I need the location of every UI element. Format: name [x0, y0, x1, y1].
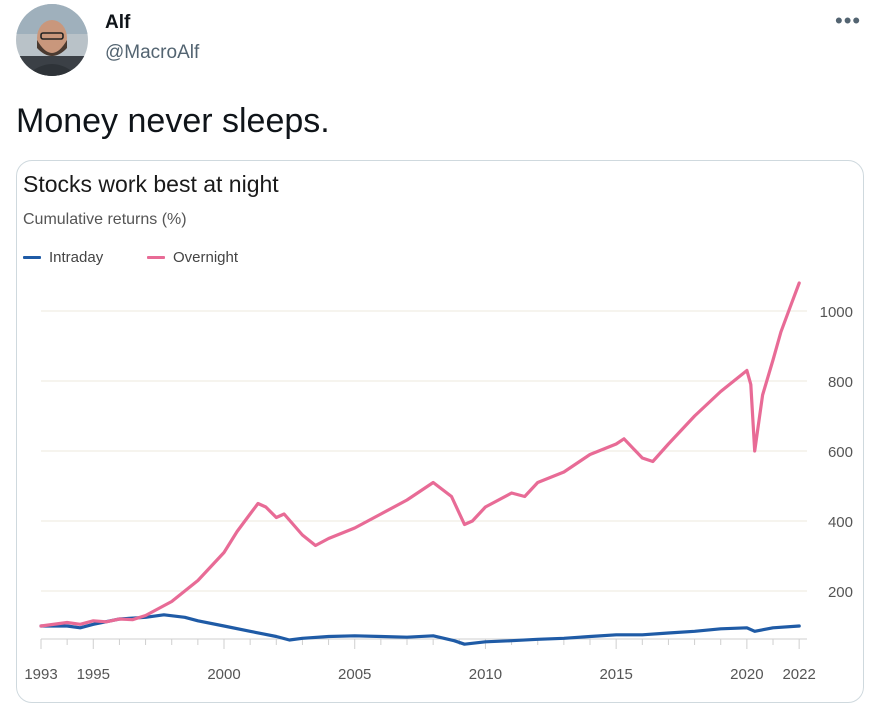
tweet-text: Money never sleeps.: [16, 102, 330, 140]
legend-item-intraday: Intraday: [23, 249, 103, 266]
chart-image-card[interactable]: Stocks work best at night Cumulative ret…: [16, 160, 864, 703]
series-line-overnight: [39, 281, 801, 628]
avatar[interactable]: [16, 4, 88, 76]
chart-subtitle: Cumulative returns (%): [23, 211, 187, 228]
chart-plot: 200 400 600 800 1000 1993 1995 2000 2005 2010 2015…: [24, 281, 853, 683]
chart-title: Stocks work best at night: [23, 171, 279, 197]
x-tick-label-2022: 2022: [782, 666, 815, 683]
y-tick-label-600: 600: [828, 444, 853, 461]
legend-label-overnight: Overnight: [173, 249, 239, 266]
x-tick-label-2020: 2020: [730, 666, 763, 683]
x-tick-label-1995: 1995: [77, 666, 110, 683]
x-tick-label-1993: 1993: [24, 666, 57, 683]
legend-swatch-intraday: [23, 256, 41, 259]
x-tick-label-2015: 2015: [599, 666, 632, 683]
author-handle[interactable]: @MacroAlf: [105, 42, 200, 63]
y-tick-label-400: 400: [828, 514, 853, 531]
series-line-intraday: [39, 613, 801, 646]
legend-label-intraday: Intraday: [49, 249, 104, 266]
y-tick-label-200: 200: [828, 584, 853, 601]
avatar-photo: [16, 4, 88, 76]
author-name[interactable]: Alf: [105, 12, 131, 33]
y-tick-label-1000: 1000: [820, 304, 853, 321]
y-tick-label-800: 800: [828, 374, 853, 391]
x-tick-label-2010: 2010: [469, 666, 502, 683]
x-tick-label-2005: 2005: [338, 666, 371, 683]
legend-swatch-overnight: [147, 256, 165, 259]
x-tick-label-2000: 2000: [207, 666, 240, 683]
legend-item-overnight: Overnight: [147, 249, 238, 266]
more-options-icon[interactable]: •••: [835, 8, 862, 33]
